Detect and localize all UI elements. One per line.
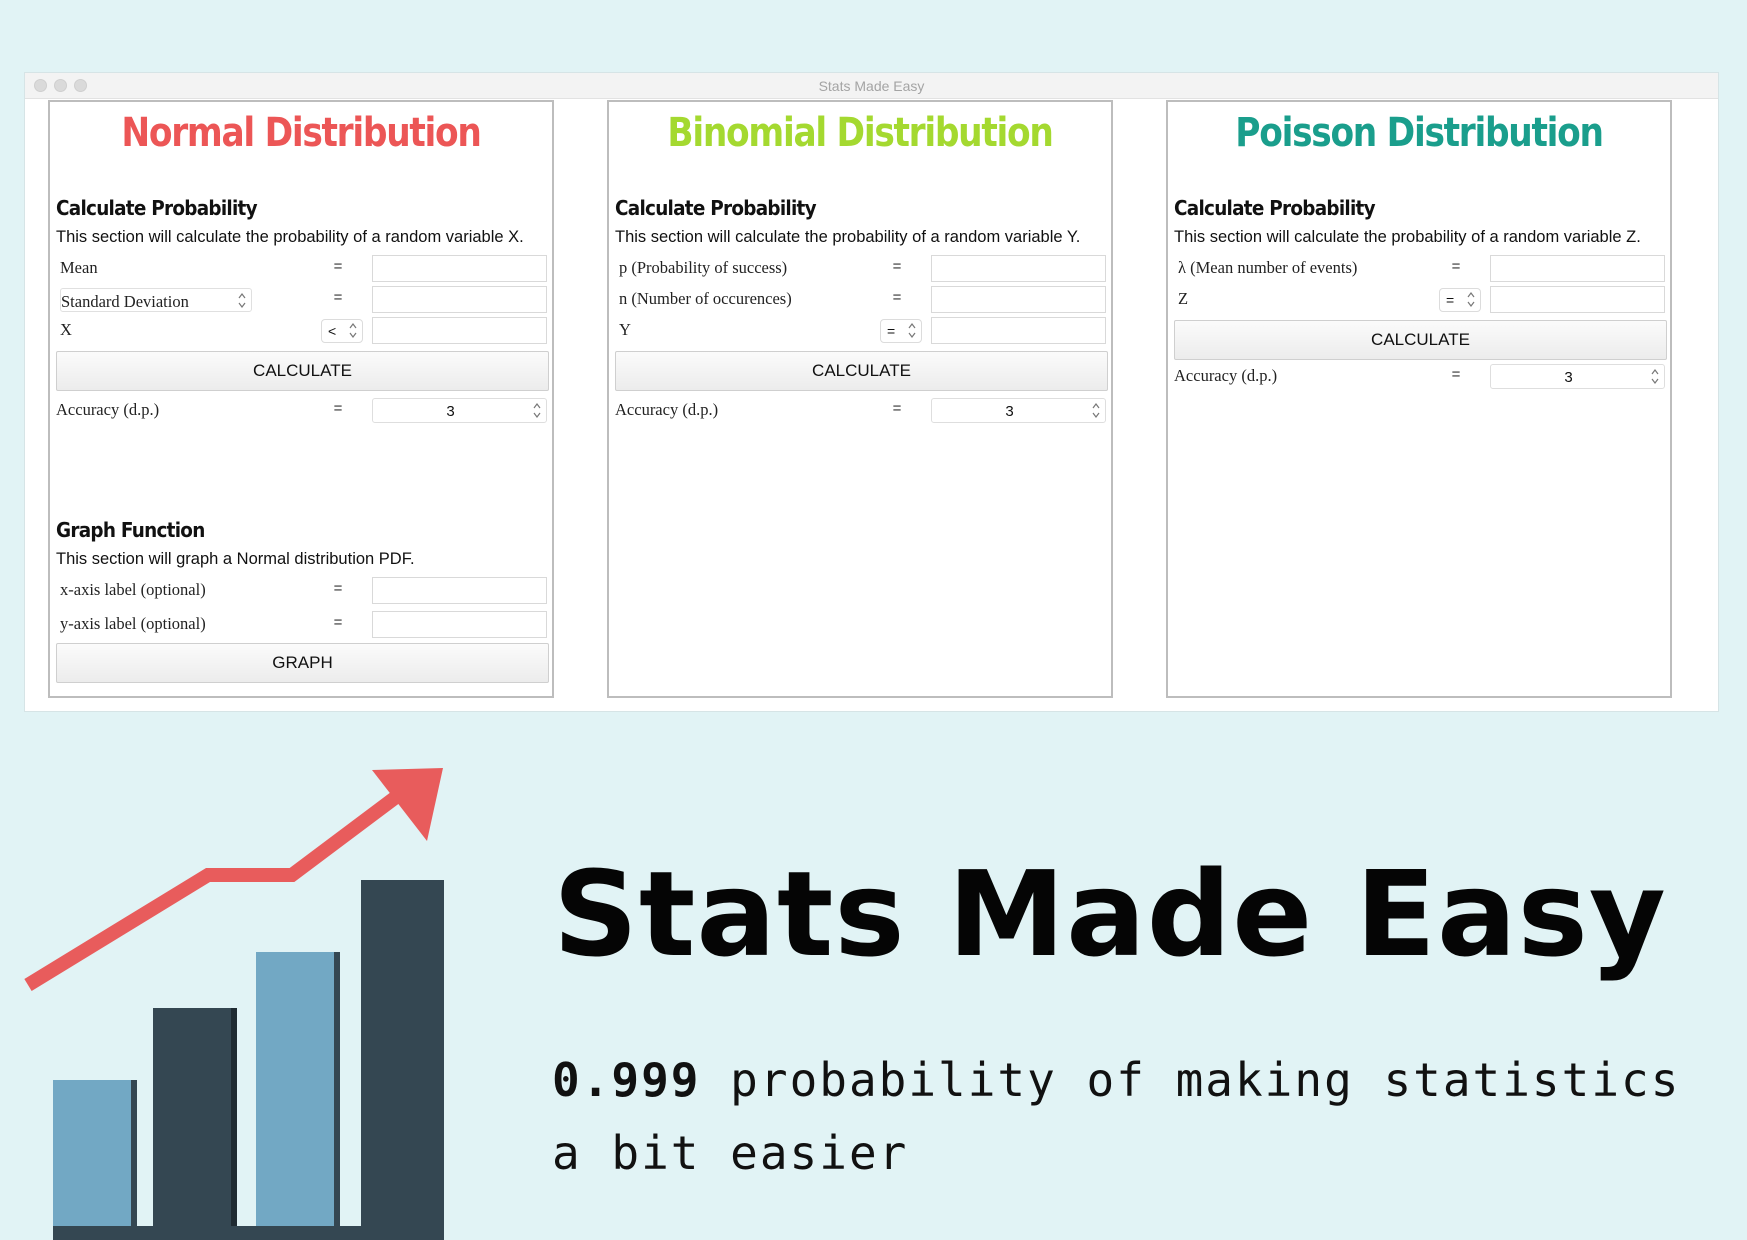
- normal-accuracy-spinbox[interactable]: 3: [372, 398, 547, 423]
- poisson-calc-section-title: Calculate Probability: [1174, 196, 1376, 220]
- n-label: n (Number of occurences): [619, 289, 792, 308]
- binomial-panel-title: Binomial Distribution: [667, 110, 1053, 156]
- n-input[interactable]: [931, 286, 1106, 313]
- binomial-accuracy-equals: =: [892, 400, 902, 417]
- normal-panel-title: Normal Distribution: [121, 110, 481, 156]
- binomial-accuracy-value: 3: [1005, 403, 1014, 420]
- poisson-calculate-button[interactable]: CALCULATE: [1174, 320, 1667, 360]
- z-operator-value: =: [1446, 292, 1455, 308]
- normal-calc-section-title: Calculate Probability: [56, 196, 258, 220]
- minimize-window-icon[interactable]: [54, 79, 67, 92]
- normal-accuracy-equals: =: [333, 400, 343, 417]
- window-title: Stats Made Easy: [818, 78, 925, 94]
- poisson-accuracy-equals: =: [1451, 366, 1461, 383]
- normal-accuracy-value: 3: [446, 403, 455, 420]
- binomial-accuracy-label: Accuracy (d.p.): [615, 400, 719, 419]
- z-input[interactable]: [1490, 286, 1665, 313]
- poisson-accuracy-value: 3: [1564, 369, 1573, 386]
- p-input[interactable]: [931, 255, 1106, 282]
- poisson-calc-section-desc: This section will calculate the probabil…: [1174, 228, 1641, 246]
- x-input[interactable]: [372, 317, 547, 344]
- updown-arrows-icon: [533, 403, 541, 418]
- graph-section-desc: This section will graph a Normal distrib…: [56, 550, 415, 568]
- x-axis-label-input[interactable]: [372, 577, 547, 604]
- y-input[interactable]: [931, 317, 1106, 344]
- tagline-number: 0.999: [552, 1053, 701, 1107]
- normal-accuracy-label: Accuracy (d.p.): [56, 400, 160, 419]
- graph-button[interactable]: GRAPH: [56, 643, 549, 683]
- stddev-equals: =: [333, 289, 343, 306]
- n-equals: =: [892, 289, 902, 306]
- binomial-calc-section-desc: This section will calculate the probabil…: [615, 228, 1081, 246]
- mean-equals: =: [333, 258, 343, 275]
- binomial-calculate-button[interactable]: CALCULATE: [615, 351, 1108, 391]
- mean-input[interactable]: [372, 255, 547, 282]
- hero-title: Stats Made Easy: [553, 845, 1667, 983]
- updown-arrows-icon: [1092, 403, 1100, 418]
- x-axis-label: x-axis label (optional): [60, 580, 206, 599]
- lambda-label: λ (Mean number of events): [1178, 258, 1358, 277]
- p-label: p (Probability of success): [619, 258, 788, 277]
- updown-arrows-icon: [1651, 369, 1659, 384]
- y-label: Y: [619, 320, 631, 339]
- title-bar: Stats Made Easy: [25, 73, 1718, 99]
- normal-calc-section-desc: This section will calculate the probabil…: [56, 228, 524, 246]
- close-window-icon[interactable]: [34, 79, 47, 92]
- y-operator-select[interactable]: =: [880, 319, 922, 343]
- poisson-panel-title: Poisson Distribution: [1235, 110, 1604, 156]
- tagline-line-2: a bit easier: [552, 1126, 909, 1180]
- stddev-input[interactable]: [372, 286, 547, 313]
- tagline-text: probability of making statistics: [700, 1053, 1681, 1107]
- poisson-distribution-panel: Poisson Distribution Calculate Probabili…: [1166, 100, 1672, 698]
- poisson-accuracy-spinbox[interactable]: 3: [1490, 364, 1665, 389]
- y-operator-value: =: [887, 323, 896, 339]
- bar-chart-growth-icon: [24, 768, 444, 1240]
- normal-calculate-button[interactable]: CALCULATE: [56, 351, 549, 391]
- y-axis-label: y-axis label (optional): [60, 614, 206, 633]
- x-operator-value: <: [328, 323, 337, 339]
- lambda-equals: =: [1451, 258, 1461, 275]
- x-label: X: [60, 320, 72, 339]
- p-equals: =: [892, 258, 902, 275]
- y-axis-label-input[interactable]: [372, 611, 547, 638]
- x-operator-select[interactable]: <: [321, 319, 363, 343]
- updown-arrows-icon: [238, 293, 246, 308]
- x-axis-equals: =: [333, 580, 343, 597]
- mean-label: Mean: [60, 258, 98, 277]
- z-label: Z: [1178, 289, 1189, 308]
- graph-section-title: Graph Function: [56, 518, 205, 542]
- stddev-dropdown[interactable]: Standard Deviation: [60, 288, 252, 312]
- app-window: Stats Made Easy Normal Distribution Calc…: [25, 73, 1718, 711]
- poisson-accuracy-label: Accuracy (d.p.): [1174, 366, 1278, 385]
- binomial-accuracy-spinbox[interactable]: 3: [931, 398, 1106, 423]
- tagline-line-1: 0.999 probability of making statistics: [552, 1053, 1680, 1107]
- lambda-input[interactable]: [1490, 255, 1665, 282]
- z-operator-select[interactable]: =: [1439, 288, 1481, 312]
- y-axis-equals: =: [333, 614, 343, 631]
- stddev-label: Standard Deviation: [61, 292, 189, 311]
- binomial-calc-section-title: Calculate Probability: [615, 196, 817, 220]
- zoom-window-icon[interactable]: [74, 79, 87, 92]
- normal-distribution-panel: Normal Distribution Calculate Probabilit…: [48, 100, 554, 698]
- updown-arrows-icon: [908, 323, 916, 338]
- updown-arrows-icon: [1467, 292, 1475, 307]
- binomial-distribution-panel: Binomial Distribution Calculate Probabil…: [607, 100, 1113, 698]
- updown-arrows-icon: [349, 323, 357, 338]
